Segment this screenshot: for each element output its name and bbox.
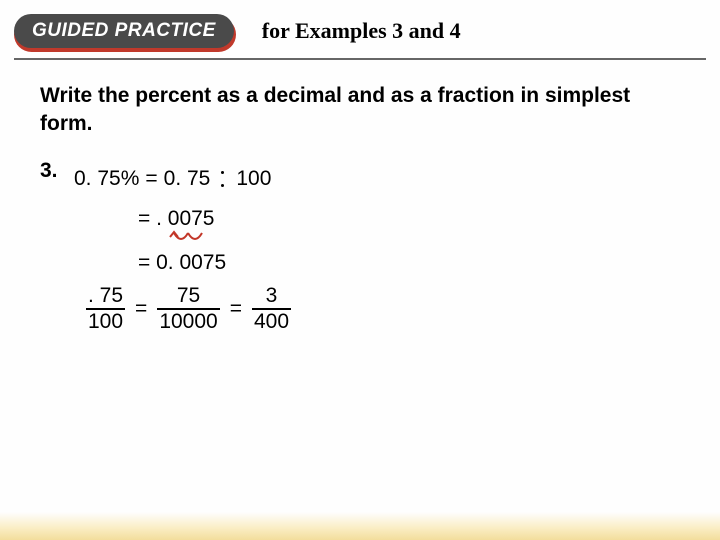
guided-practice-pill: GUIDED PRACTICE <box>14 14 234 48</box>
frac2-num: 75 <box>175 285 202 307</box>
equation-line-1: 0. 75% = 0. 75 100 <box>74 159 271 199</box>
eq-2: = <box>230 297 242 321</box>
divide-icon <box>216 169 230 189</box>
fraction-2: 75 10000 <box>157 285 219 333</box>
equation-line-3: = 0. 0075 <box>138 251 680 275</box>
math-block: 0. 75% = 0. 75 100 <box>74 159 271 199</box>
header-row: GUIDED PRACTICE for Examples 3 and 4 <box>0 0 720 48</box>
line1-eq: = <box>145 159 157 199</box>
instruction-text: Write the percent as a decimal and as a … <box>40 82 680 139</box>
arc-icon <box>168 229 228 249</box>
equation-line-2: = . 0075 <box>138 207 680 231</box>
line1-lhs: 0. 75% <box>74 159 139 199</box>
line1-mid: 0. 75 <box>164 159 211 199</box>
problem-row: 3. 0. 75% = 0. 75 100 <box>40 159 680 199</box>
bottom-gradient <box>0 512 720 540</box>
problem-block: 3. 0. 75% = 0. 75 100 = . 0075 = 0. 0075… <box>40 159 680 333</box>
line1-rhs: 100 <box>236 159 271 199</box>
pill-label: GUIDED PRACTICE <box>32 20 216 41</box>
problem-number: 3. <box>40 159 74 183</box>
frac3-den: 400 <box>252 311 291 333</box>
fraction-1: . 75 100 <box>86 285 125 333</box>
header-divider <box>14 58 706 60</box>
fraction-3: 3 400 <box>252 285 291 333</box>
pill-front: GUIDED PRACTICE <box>14 14 234 48</box>
header-subtitle: for Examples 3 and 4 <box>262 18 461 44</box>
frac1-num: . 75 <box>86 285 125 307</box>
eq-1: = <box>135 297 147 321</box>
frac2-den: 10000 <box>157 311 219 333</box>
fraction-row: . 75 100 = 75 10000 = 3 400 <box>86 285 680 333</box>
frac3-num: 3 <box>264 285 280 307</box>
frac1-den: 100 <box>86 311 125 333</box>
